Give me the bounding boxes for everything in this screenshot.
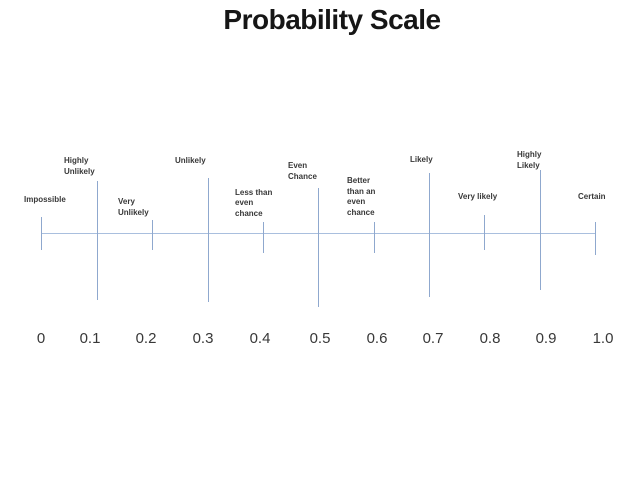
- scale-value-0-9: 0.9: [535, 330, 557, 347]
- scale-label-line: Very likely: [458, 191, 498, 201]
- scale-value-0-4: 0.4: [249, 330, 271, 347]
- scale-label-even-chance: Even Chance: [288, 161, 317, 182]
- scale-label-line: Likely: [410, 154, 433, 164]
- scale-label-line: Highly: [517, 150, 542, 159]
- tick-line-0-3: [208, 178, 209, 302]
- tick-line-0-8: [484, 215, 485, 250]
- scale-label-line: Better: [347, 176, 371, 185]
- scale-value-0: 0: [36, 330, 46, 347]
- scale-label-line: Likely: [517, 160, 540, 170]
- scale-value-0-6: 0.6: [366, 330, 388, 347]
- scale-label-highly-likely: Highly Likely: [517, 150, 541, 171]
- scale-label-line: Unlikely: [64, 166, 95, 176]
- scale-label-line: Highly: [64, 156, 89, 165]
- scale-value-0-5: 0.5: [309, 330, 331, 347]
- scale-label-line: Unlikely: [118, 207, 149, 217]
- tick-line-0-7: [429, 173, 430, 297]
- scale-label-line: Less than: [235, 187, 273, 197]
- slide-title: Probability Scale: [223, 4, 441, 35]
- scale-label-line: Unlikely: [175, 155, 206, 165]
- scale-label-line: even: [235, 198, 254, 207]
- scale-label-line: chance: [347, 207, 375, 217]
- scale-label-highly-unlikely: Highly Unlikely: [64, 156, 95, 177]
- tick-line-1-0: [595, 222, 596, 255]
- scale-value-0-3: 0.3: [192, 330, 214, 347]
- scale-label-likely: Likely: [410, 155, 433, 166]
- scale-label-line: Impossible: [24, 194, 66, 204]
- tick-line-0-2: [152, 220, 153, 250]
- scale-label-impossible: Impossible: [24, 195, 66, 206]
- tick-line-0-1: [97, 181, 98, 300]
- scale-label-line: even: [347, 197, 366, 206]
- scale-label-unlikely: Unlikely: [175, 156, 206, 167]
- scale-value-1-0: 1.0: [592, 330, 614, 347]
- scale-label-very-likely: Very likely: [458, 192, 497, 203]
- tick-line-0-5: [318, 188, 319, 307]
- scale-label-line: Certain: [578, 191, 606, 201]
- scale-value-0-2: 0.2: [135, 330, 157, 347]
- scale-value-0-7: 0.7: [422, 330, 444, 347]
- tick-line-0-6: [374, 222, 375, 253]
- scale-label-line: Even: [288, 161, 308, 170]
- tick-line-0-4: [263, 222, 264, 253]
- scale-value-0-1: 0.1: [79, 330, 101, 347]
- tick-line-0: [41, 217, 42, 250]
- scale-value-0-8: 0.8: [479, 330, 501, 347]
- scale-label-line: chance: [235, 208, 263, 218]
- scale-label-less-than-even-chance: Less than even chance: [235, 188, 272, 220]
- scale-label-very-unlikely: Very Unlikely: [118, 197, 149, 218]
- scale-label-certain: Certain: [578, 192, 606, 203]
- tick-line-0-9: [540, 170, 541, 290]
- scale-label-line: Very: [118, 197, 135, 206]
- scale-label-better-than-an-even-chance: Better than an even chance: [347, 176, 375, 218]
- scale-label-line: than an: [347, 186, 376, 196]
- scale-label-line: Chance: [288, 171, 317, 181]
